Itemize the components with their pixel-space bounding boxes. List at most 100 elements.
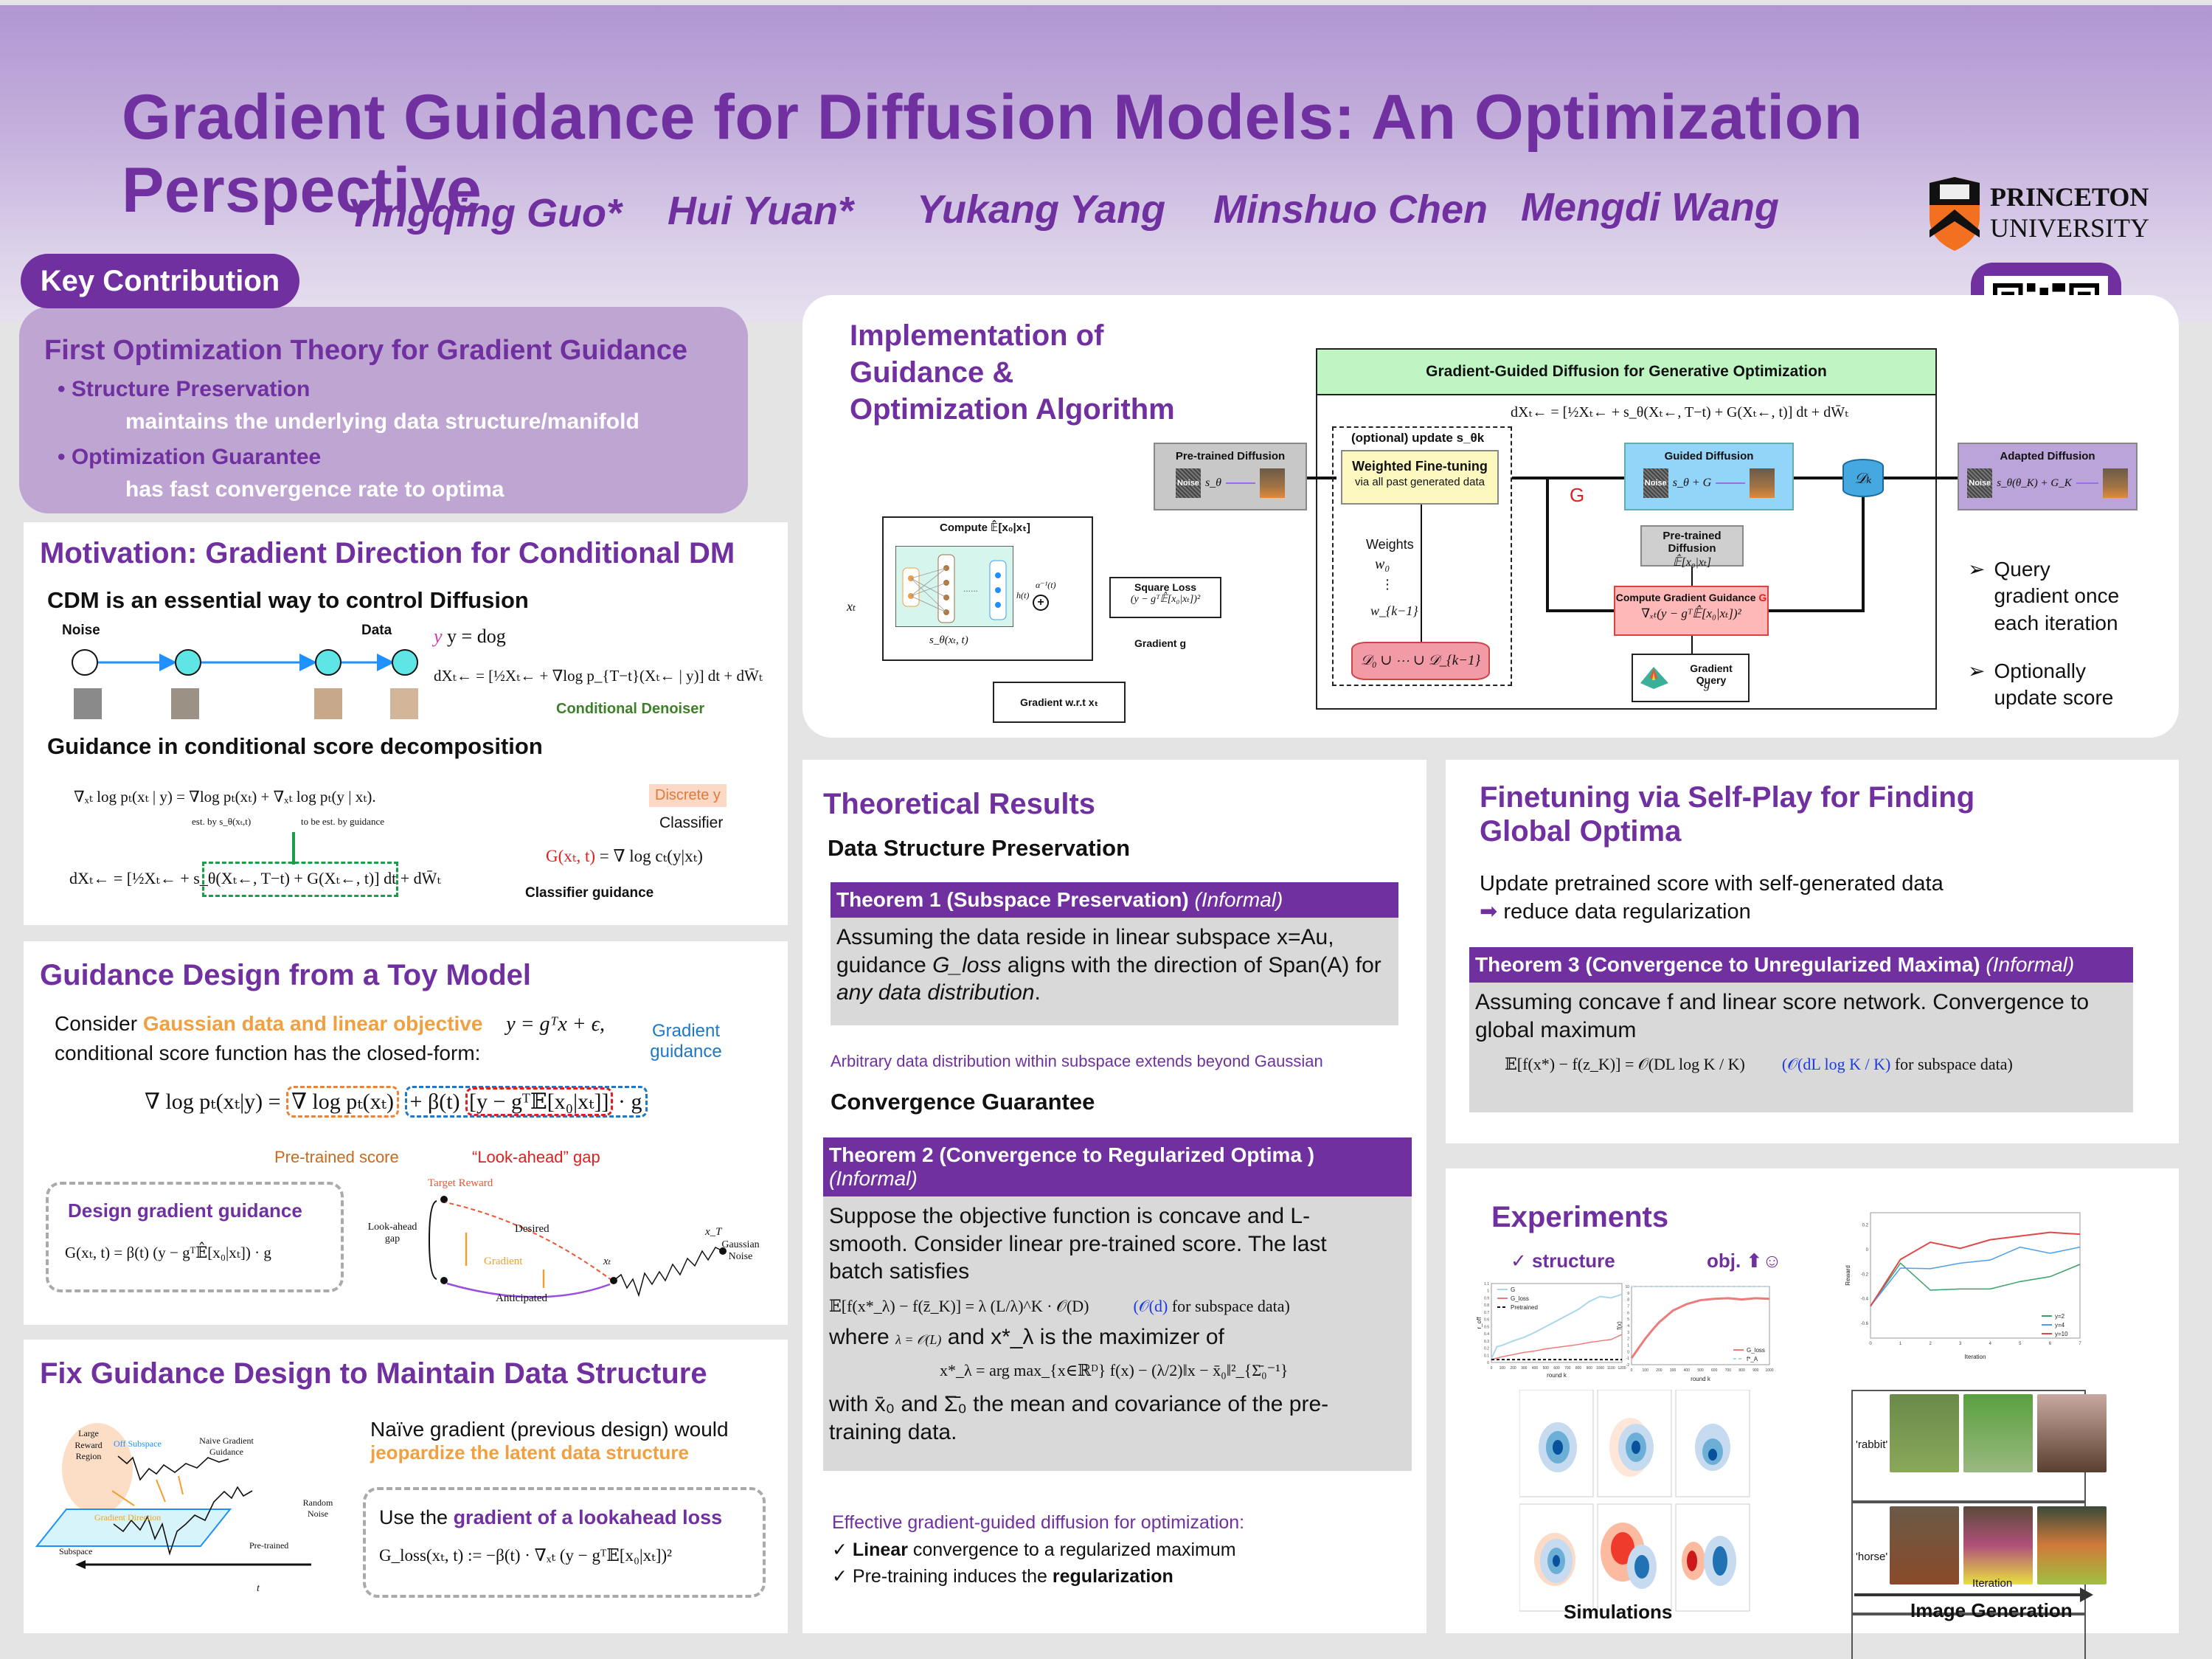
lookahead-gap-label: “Look-ahead” gap [472,1148,600,1166]
square-loss-box: Square Loss (y − gᵀ𝔼̂[x₀|xₜ])² [1109,577,1221,618]
y-tick-label: -0.6 [1861,1322,1869,1326]
y-tick-label: 0.2 [1862,1224,1869,1228]
arrow-dk-to-computeg [1769,609,1865,612]
arrowhead-bullet-icon: ➢ [1968,558,1986,581]
iteration-arrow [1854,1593,2083,1596]
compute-gradient-guidance-box: Compute Gradient Guidance G ∇ₓₜ(y − gᵀ𝔼̂… [1614,586,1769,636]
author-5: Mengdi Wang [1521,185,1779,229]
plot-area [1870,1212,2081,1339]
motivation-subtitle-2: Guidance in conditional score decomposit… [47,733,543,759]
algorithm-banner: Gradient-Guided Diffusion for Generative… [1316,348,1937,395]
legend-label: y=10 [2055,1331,2068,1337]
x-tick-label: 600 [1553,1366,1560,1371]
iteration-label: Iteration [1972,1577,2013,1590]
optional-update-frame [1332,426,1512,686]
x-axis-label: round k [1547,1372,1567,1379]
y-tick-label: 4 [1627,1324,1629,1329]
y-tick-label: 0.9 [1484,1296,1489,1300]
x-tick-label: 4 [1989,1342,1992,1346]
key-contribution-box: First Optimization Theory for Gradient G… [19,307,748,513]
naive-gradient-label: Naive Gradient Guidance [199,1435,254,1457]
y-tick-label: 0 [1627,1350,1629,1354]
x-tick-label: 300 [1521,1366,1528,1371]
theorem-1: Theorem 1 (Subspace Preservation) (Infor… [831,882,1398,1025]
y-tick-label: 0.4 [1484,1332,1489,1337]
smiley-icon: ☺ [1762,1250,1782,1272]
dk-cylinder: 𝒟ₖ [1842,459,1884,497]
toy-line-2: conditional score function has the close… [55,1042,481,1064]
dog-thumbnail-1 [314,688,342,719]
x-tick-label: 500 [1697,1368,1704,1373]
arrow-g-up [1546,478,1549,612]
y-tick-label: 6 [1627,1311,1629,1315]
rabbit-image-3 [2037,1394,2107,1472]
guided-term-highlight [202,862,398,897]
implementation-panel: Implementation of Guidance & Optimizatio… [802,295,2179,738]
x-axis-label: round k [1691,1376,1711,1382]
x-tick-label: 1000 [1765,1368,1773,1373]
optional-update-label: (optional) update s_θk [1351,431,1485,445]
x-tick-label: 1100 [1607,1366,1615,1371]
rabbit-image-1 [1890,1394,1959,1472]
noise-icon: Noise [1175,468,1201,498]
density-plot [1519,1390,1750,1612]
lookahead-gap-fig-label: Look-ahead gap [367,1222,417,1244]
lookahead-illustration [428,1196,727,1298]
author-3: Yukang Yang [917,187,1166,232]
finetuning-line-1: Update pretrained score with self-genera… [1480,872,1944,896]
subspace-label: Subspace [59,1546,93,1556]
jeopardize-text: jeopardize the latent data structure [370,1441,689,1464]
check-item-2: ✓ Pre-training induces the regularizatio… [832,1566,1173,1587]
x-tick-label: 200 [1510,1366,1516,1371]
random-noise-label: Random Noise [302,1497,333,1519]
svg-text:......: ...... [963,583,978,594]
x-tick-label: 5 [2019,1342,2022,1346]
chart-reward: 0 1 2 3 4 5 6 7 -0.6 -0.4 -0.2 0 0.2 Iteration Reward y… [1845,1212,2081,1360]
node-xt [175,649,201,676]
motivation-title: Motivation: Gradient Direction for Condi… [40,537,735,569]
motivation-panel: Motivation: Gradient Direction for Condi… [24,522,788,925]
xt-input-label: xₜ [847,599,856,614]
iteration-arrowhead-icon [2080,1587,2093,1602]
classifier-guidance-label: Classifier guidance [525,885,654,901]
adapted-diffusion-box: Adapted Diffusion Noise s_θ(θ_K) + G_K [1958,443,2138,510]
theory-note-1: Arbitrary data distribution within subsp… [831,1052,1323,1070]
finetuning-line-2: ➡ reduce data regularization [1480,900,1751,924]
x-tick-label: 1000 [1596,1366,1604,1371]
series-line-G_loss [1491,1334,1623,1360]
arrow-guided-to-dk [1794,477,1842,479]
xT-fig-label: x_T [705,1226,722,1238]
est-by-guidance: to be est. by guidance [301,816,384,827]
weighted-finetuning-box: Weighted Fine-tuning via all past genera… [1341,450,1499,505]
gaussian-noise-label: Gaussian Noise [721,1239,760,1262]
prompt-horse: 'horse' [1856,1551,1888,1563]
anticipated-label: Anticipated [496,1292,547,1304]
x-tick-label: 600 [1711,1368,1718,1373]
y-tick-label: 0.7 [1484,1311,1489,1315]
toy-model-title: Guidance Design from a Toy Model [40,959,532,991]
discrete-y-badge: Discrete y [649,784,727,807]
fix-guidance-panel: Fix Guidance Design to Maintain Data Str… [24,1340,788,1633]
chart-roff: 0 100 200 300 400 500 600 700 800 900 1000 1100 1200… [1476,1282,1626,1379]
arrow-query-to-computeg [1691,636,1693,654]
poster-header [0,5,2212,322]
legend-label: y=2 [2055,1313,2065,1320]
s-theta-label: s_θ(xₜ, t) [929,634,968,646]
y-tick-label: 1 [1627,1344,1629,1348]
x-tick-label: 800 [1575,1366,1582,1371]
pretrained-diffusion-box: Pre-trained Diffusion Noise s_θ [1154,443,1307,510]
subspace-illustration [35,1423,311,1569]
poster-title: Gradient Guidance for Diffusion Models: … [122,82,1863,226]
fix-guidance-title: Fix Guidance Design to Maintain Data Str… [40,1357,707,1390]
x-tick-label: 7 [2078,1342,2081,1346]
data-structure-subtitle: Data Structure Preservation [828,835,1131,861]
density-plots-grid [1519,1390,1750,1612]
finetuning-title: Finetuning via Self-Play for Finding Glo… [1480,781,1975,848]
neural-network-icon: ...... [895,546,1013,627]
y-axis-label: f(x) [1616,1321,1623,1330]
x-tick-label: 6 [2049,1342,2052,1346]
y-tick-label: 1.1 [1484,1282,1489,1286]
weights-label: Weights [1366,537,1414,552]
naive-gradient-text: Naïve gradient (previous design) would [370,1418,729,1441]
y-tick-label: 0.2 [1484,1347,1489,1351]
